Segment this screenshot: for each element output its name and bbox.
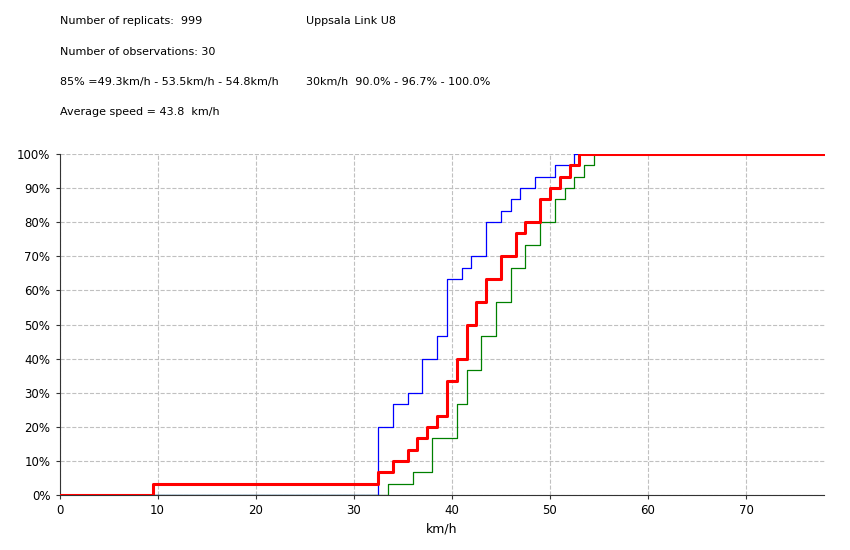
Text: Number of replicats:  999: Number of replicats: 999 (60, 16, 201, 26)
Text: Number of observations: 30: Number of observations: 30 (60, 47, 215, 57)
Text: 85% =49.3km/h - 53.5km/h - 54.8km/h: 85% =49.3km/h - 53.5km/h - 54.8km/h (60, 77, 278, 87)
Text: 30km/h  90.0% - 96.7% - 100.0%: 30km/h 90.0% - 96.7% - 100.0% (306, 77, 490, 87)
Text: Uppsala Link U8: Uppsala Link U8 (306, 16, 396, 26)
Text: Average speed = 43.8  km/h: Average speed = 43.8 km/h (60, 107, 219, 117)
X-axis label: km/h: km/h (426, 522, 458, 536)
